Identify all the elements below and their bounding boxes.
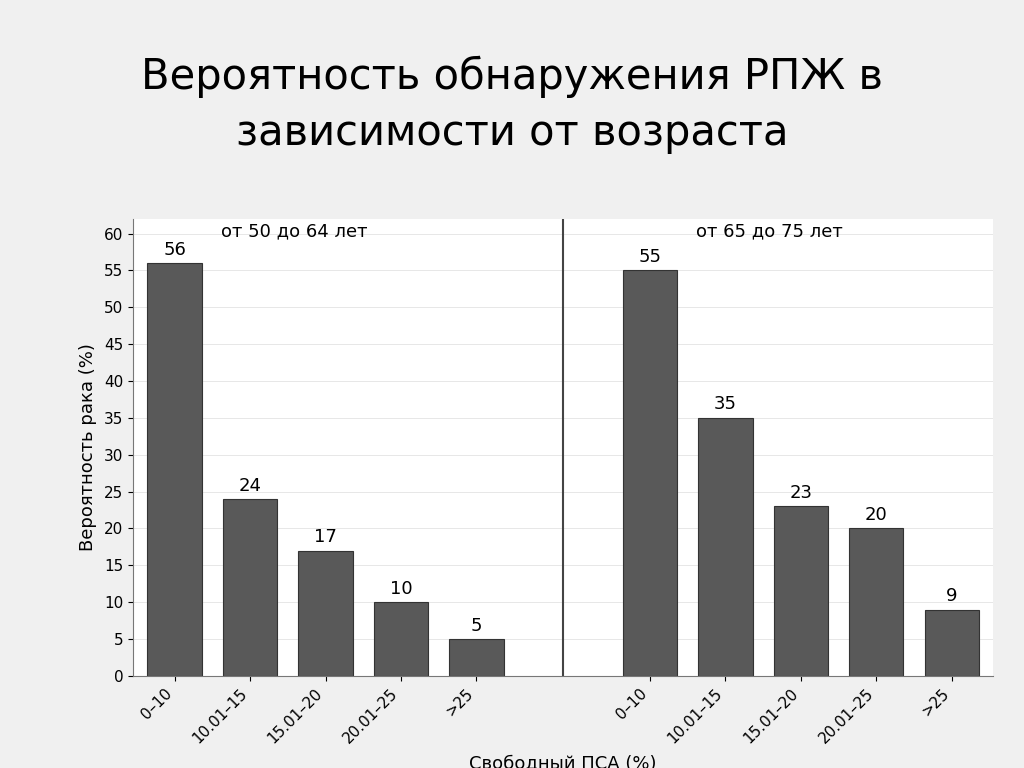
Bar [147, 263, 202, 676]
Text: 56: 56 [163, 240, 186, 259]
Text: 9: 9 [946, 587, 957, 605]
Bar [623, 270, 677, 676]
Text: 5: 5 [471, 617, 482, 634]
X-axis label: Свободный ПСА (%): Свободный ПСА (%) [469, 754, 657, 768]
Bar [925, 610, 979, 676]
Text: 20: 20 [865, 506, 888, 524]
Text: от 65 до 75 лет: от 65 до 75 лет [696, 223, 843, 240]
Text: 35: 35 [714, 396, 737, 413]
Text: от 50 до 64 лет: от 50 до 64 лет [220, 223, 368, 240]
Bar [450, 639, 504, 676]
Text: 55: 55 [639, 248, 662, 266]
Bar [774, 506, 828, 676]
Text: Вероятность обнаружения РПЖ в
зависимости от возраста: Вероятность обнаружения РПЖ в зависимост… [141, 56, 883, 154]
Text: 10: 10 [390, 580, 413, 598]
Bar [298, 551, 352, 676]
Bar [849, 528, 903, 676]
Text: 17: 17 [314, 528, 337, 546]
Bar [374, 602, 428, 676]
Text: 23: 23 [790, 484, 812, 502]
Bar [223, 499, 278, 676]
Y-axis label: Вероятность рака (%): Вероятность рака (%) [79, 343, 97, 551]
Text: 24: 24 [239, 476, 261, 495]
Bar [698, 418, 753, 676]
